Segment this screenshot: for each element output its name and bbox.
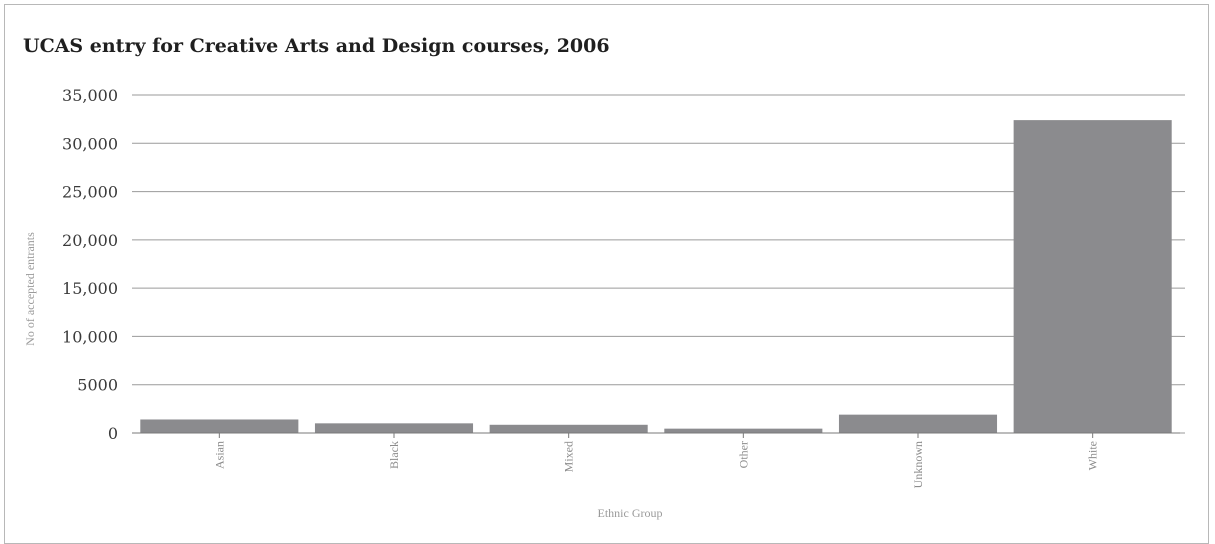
bar-mixed bbox=[489, 424, 648, 433]
x-tick-label: Black bbox=[387, 441, 401, 469]
x-axis-label: Ethnic Group bbox=[598, 506, 663, 520]
x-tick-label: White bbox=[1086, 441, 1100, 470]
bar-white bbox=[1013, 120, 1172, 433]
y-tick-label: 25,000 bbox=[62, 183, 118, 202]
chart-frame bbox=[4, 4, 1209, 544]
y-tick-label: 20,000 bbox=[62, 231, 118, 250]
x-tick-label: Unknown bbox=[911, 441, 925, 488]
bars bbox=[132, 120, 1180, 434]
y-tick-label: 15,000 bbox=[62, 279, 118, 298]
y-tick-label: 35,000 bbox=[62, 86, 118, 105]
y-tick-label: 10,000 bbox=[62, 327, 118, 346]
y-tick-label: 5000 bbox=[77, 376, 118, 395]
x-tick-label: Mixed bbox=[562, 441, 576, 472]
bar-asian bbox=[140, 419, 299, 433]
y-tick-label: 0 bbox=[108, 424, 118, 443]
y-axis-label: No of accepted entrants bbox=[23, 232, 37, 346]
x-tick-label: Asian bbox=[212, 441, 226, 469]
bar-other bbox=[664, 428, 823, 433]
bar-unknown bbox=[838, 414, 998, 433]
chart-title: UCAS entry for Creative Arts and Design … bbox=[23, 35, 610, 57]
x-tick-label: Other bbox=[736, 441, 750, 468]
x-axis-ticks: Asian Black Mixed Other Unknown White bbox=[212, 433, 1100, 488]
y-tick-label: 30,000 bbox=[62, 134, 118, 153]
bar-black bbox=[314, 423, 474, 433]
y-axis-ticks: 0 5000 10,000 15,000 20,000 25,000 30,000 35,00… bbox=[62, 86, 118, 443]
